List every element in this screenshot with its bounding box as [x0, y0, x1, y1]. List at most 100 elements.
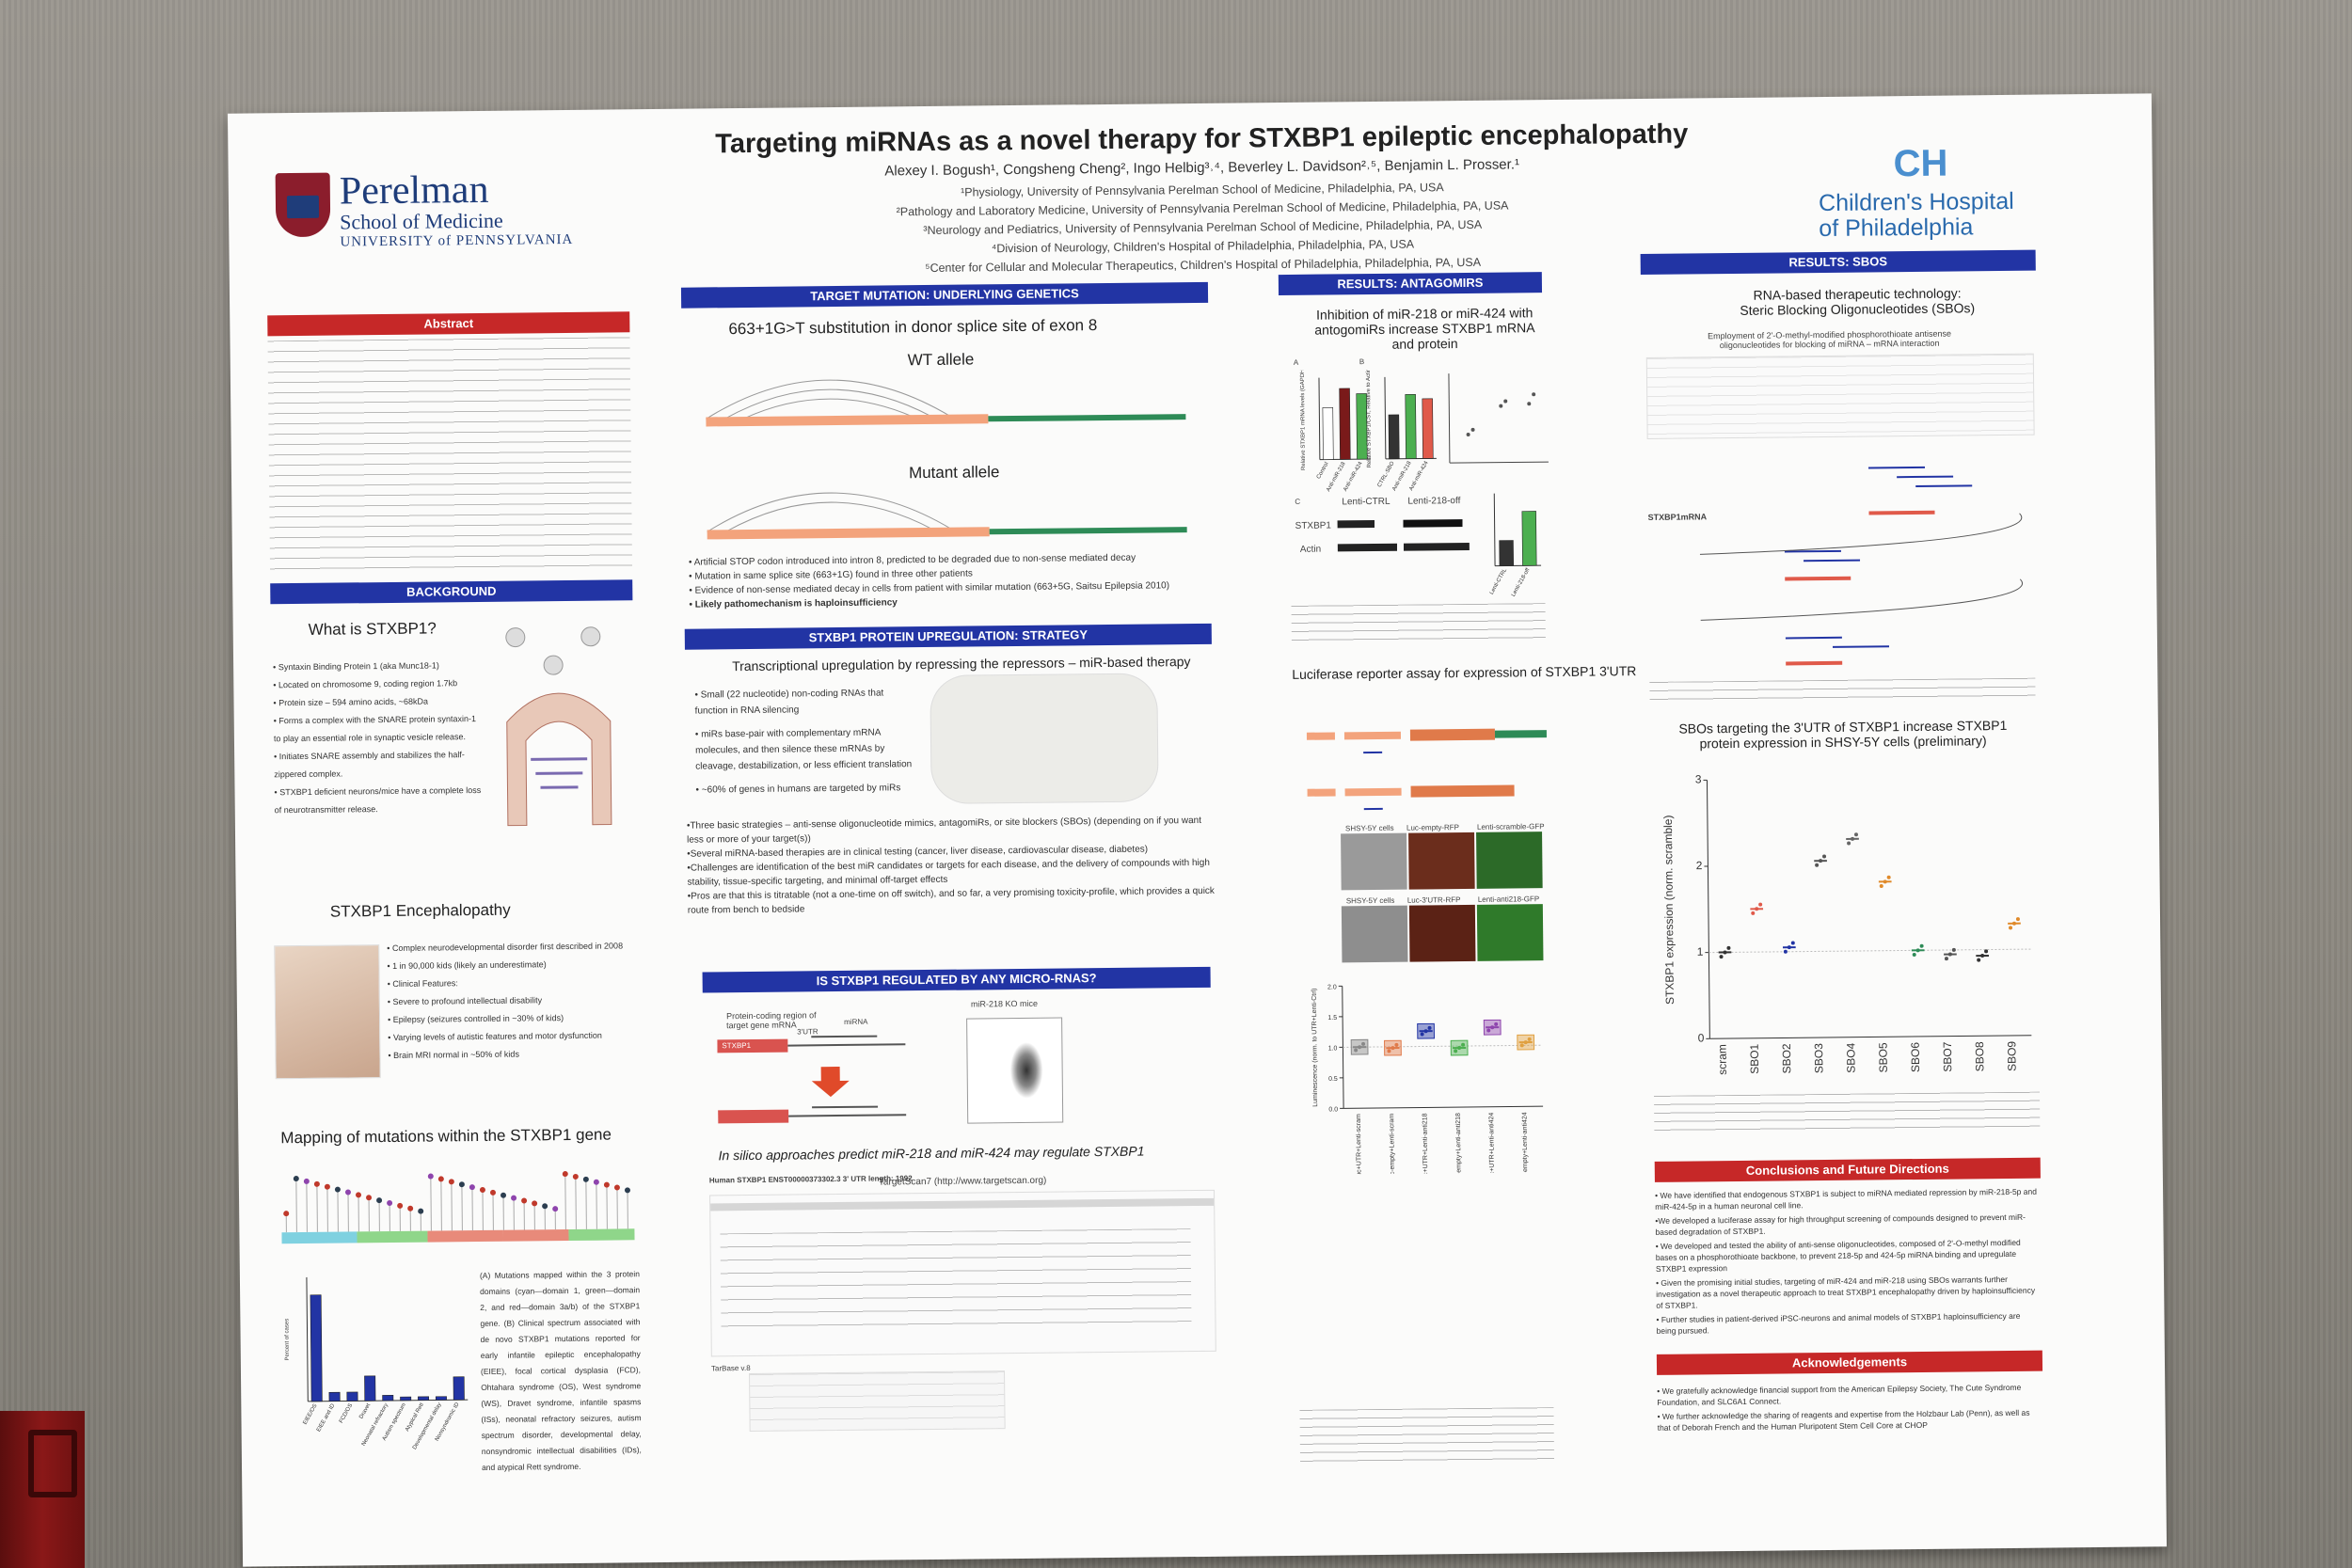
- panel-b-label: B: [1359, 357, 1365, 367]
- encephalopathy-bullet-4: • Severe to profound intellectual disabi…: [387, 995, 543, 1007]
- data-point: [1361, 1041, 1366, 1046]
- mutation-dot: [397, 1202, 404, 1209]
- abstract-header: Abstract: [267, 311, 630, 337]
- tick-label: Lenti-218-off: [1511, 567, 1532, 597]
- luc-empty-rfp-label: Luc-empty-RFP: [1406, 823, 1460, 832]
- data-point: [2011, 921, 2016, 926]
- data-point: [1427, 1025, 1432, 1030]
- strategy-text: •Three basic strategies – anti-sense oli…: [687, 814, 1219, 918]
- mutation-dot: [552, 1206, 559, 1212]
- data-point: [1783, 949, 1788, 954]
- chop-name: Children's Hospital of Philadelphia: [1819, 188, 2014, 242]
- tarbase-label: TarBase v.8: [710, 1364, 751, 1373]
- y-tick-label: 3: [1695, 772, 1702, 785]
- x-tick-label: SBO4: [1844, 1042, 1857, 1072]
- bar-anti-mir-424: [1422, 398, 1434, 459]
- stxbp1-label: STXBP1: [722, 1040, 752, 1051]
- penn-logo: Perelman School of Medicine UNIVERSITY o…: [275, 166, 606, 255]
- acknowledgement-1: • We gratefully acknowledge financial su…: [1657, 1382, 2022, 1407]
- down-arrow-icon: [811, 1066, 850, 1098]
- snare-diagram: [505, 626, 612, 827]
- bar-neonatal-refractory: [382, 1395, 394, 1402]
- mapping-caption: (A) Mutations mapped within the 3 protei…: [479, 1269, 642, 1473]
- data-point: [1391, 1046, 1395, 1051]
- splice-diagram: [706, 379, 1187, 540]
- targetscan-label: TargetScan7 (http://www.targetscan.org): [878, 1175, 1047, 1188]
- fig3-caption: [1649, 677, 2036, 701]
- encephalopathy-bullet-3: • Clinical Features:: [387, 978, 458, 990]
- patient-photo: [274, 944, 381, 1080]
- data-point: [1886, 875, 1891, 879]
- data-point: [1915, 948, 1920, 953]
- regulated-header: IS STXBP1 REGULATED BY ANY MICRO-RNAS?: [702, 966, 1211, 993]
- acknowledgements-header: Acknowledgements: [1656, 1350, 2043, 1375]
- data-point: [1527, 1037, 1532, 1041]
- penn-name: Perelman: [339, 167, 489, 214]
- mutation-stem: [564, 1174, 566, 1230]
- x-axis: [1343, 1105, 1544, 1109]
- tick-label: Lenti-CTRL: [1489, 567, 1509, 595]
- y-axis: [1384, 376, 1387, 459]
- data-point: [1883, 879, 1887, 884]
- luciferase-chart: 0.0 0.5 1.0 1.5 2.0 Luminescence (norm. to UT…: [1311, 984, 1544, 1175]
- y-axis-label: STXBP1 expression (norm. scramble): [1661, 815, 1677, 1005]
- target-mutation-header: TARGET MUTATION: UNDERLYING GENETICS: [680, 281, 1209, 309]
- data-point: [1457, 1046, 1462, 1051]
- y-tick-label: 2: [1696, 859, 1703, 872]
- mutation-dot: [356, 1192, 362, 1198]
- x-tick-label: Luc-empty+Lenti-anti218: [1455, 1113, 1463, 1175]
- data-point: [1977, 958, 1981, 962]
- data-point: [1354, 1048, 1359, 1053]
- data-point: [1454, 1049, 1458, 1053]
- what-is-bullet-5: • Initiates SNARE assembly and stabilize…: [274, 750, 465, 780]
- mutation-stem: [306, 1180, 308, 1232]
- mutation-dot: [469, 1184, 475, 1191]
- data-point: [1726, 945, 1731, 950]
- mutation-dot: [458, 1181, 465, 1188]
- protein-upregulation-header: STXBP1 PROTEIN UPREGULATION: STRATEGY: [684, 623, 1212, 650]
- luciferase-heading: Luciferase reporter assay for expression…: [1292, 663, 1637, 682]
- rfp-image-2: [1408, 904, 1476, 962]
- mutation-dot: [501, 1192, 507, 1198]
- penn-university: UNIVERSITY of PENNSYLVANIA: [340, 231, 574, 250]
- ko-scatter-plot: [966, 1017, 1064, 1124]
- abstract-text: [267, 337, 633, 577]
- x-tick-label: SBO8: [1973, 1041, 1986, 1071]
- tick-label: Dravet: [358, 1402, 372, 1420]
- bar-ctrl-sbo: [1388, 414, 1400, 460]
- lenti-scramble-gfp-label: Lenti-scramble-GFP: [1476, 822, 1545, 832]
- tarbase-table: [749, 1370, 1006, 1433]
- mutation-stem: [316, 1183, 318, 1232]
- luc-3utr-rfp-label: Luc-3'UTR-RFP: [1406, 895, 1461, 905]
- conclusion-5: • Further studies in patient-derived iPS…: [1656, 1310, 2021, 1336]
- data-point: [1519, 1043, 1524, 1048]
- data-point: [1819, 859, 1823, 863]
- data-point: [1758, 902, 1763, 907]
- conclusion-3: • We developed and tested the ability of…: [1655, 1237, 2021, 1274]
- data-point: [1847, 841, 1851, 846]
- conclusion-4: • Given the promising initial studies, t…: [1656, 1275, 2036, 1310]
- bar-anti-mir-218: [1339, 388, 1351, 460]
- bar-lenti-ctrl: [1499, 540, 1514, 566]
- data-point: [1980, 954, 1985, 958]
- what-is-bullet-1: • Syntaxin Binding Protein 1 (aka Munc18…: [273, 660, 439, 673]
- mutation-dot: [582, 1176, 589, 1182]
- in-silico-heading: In silico approaches predict miR-218 and…: [718, 1143, 1145, 1164]
- conclusions-header: Conclusions and Future Directions: [1654, 1157, 2041, 1182]
- mutation-dot: [344, 1189, 351, 1196]
- mutation-dot: [324, 1183, 330, 1190]
- chop-mark: CH: [1893, 142, 1948, 185]
- x-tick-label: Luc-empty+Lenti-scram: [1389, 1114, 1396, 1175]
- wt-utr-bar: [988, 414, 1186, 422]
- mutation-dot: [418, 1208, 424, 1214]
- utr-label: 3'UTR: [797, 1027, 818, 1037]
- strategy-bullets: • Small (22 nucleotide) non-coding RNAs …: [694, 685, 912, 798]
- encephalopathy-bullet-6: • Varying levels of autistic features an…: [388, 1030, 602, 1043]
- data-point: [1851, 836, 1855, 841]
- mutation-lollipops: [283, 1171, 630, 1233]
- encephalopathy-bullet-1: • Complex neurodevelopmental disorder fi…: [387, 941, 624, 954]
- strategy-bullet-1: • Small (22 nucleotide) non-coding RNAs …: [694, 688, 884, 717]
- mutation-dot: [521, 1197, 528, 1204]
- data-point: [1420, 1032, 1424, 1037]
